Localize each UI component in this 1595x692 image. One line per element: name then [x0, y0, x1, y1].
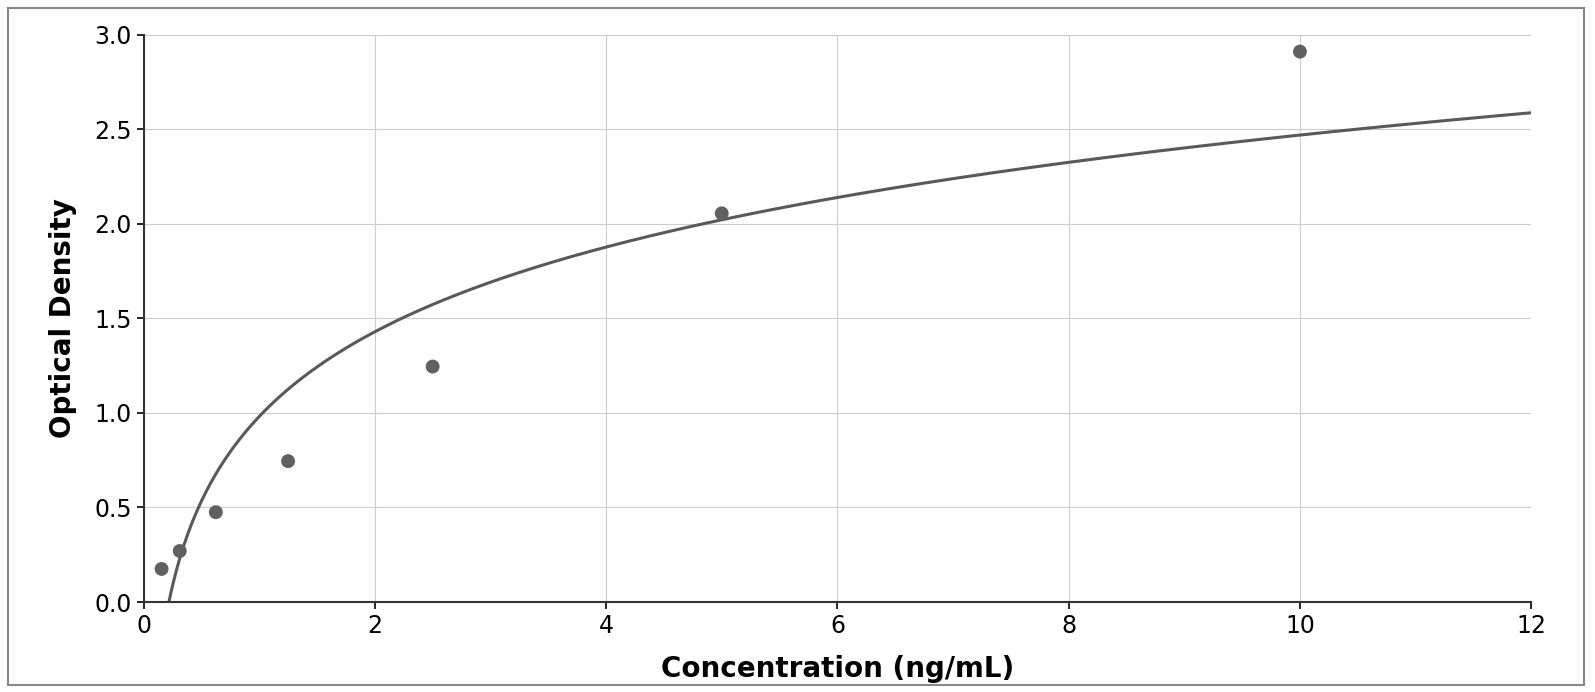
- Point: [708, 208, 734, 219]
- Point: [1287, 46, 1313, 57]
- X-axis label: Concentration (ng/mL): Concentration (ng/mL): [660, 655, 1014, 682]
- Point: [167, 545, 193, 556]
- Point: [148, 563, 174, 574]
- Y-axis label: Optical Density: Optical Density: [49, 199, 78, 438]
- Point: [419, 361, 445, 372]
- Point: [203, 507, 228, 518]
- Point: [276, 455, 301, 466]
